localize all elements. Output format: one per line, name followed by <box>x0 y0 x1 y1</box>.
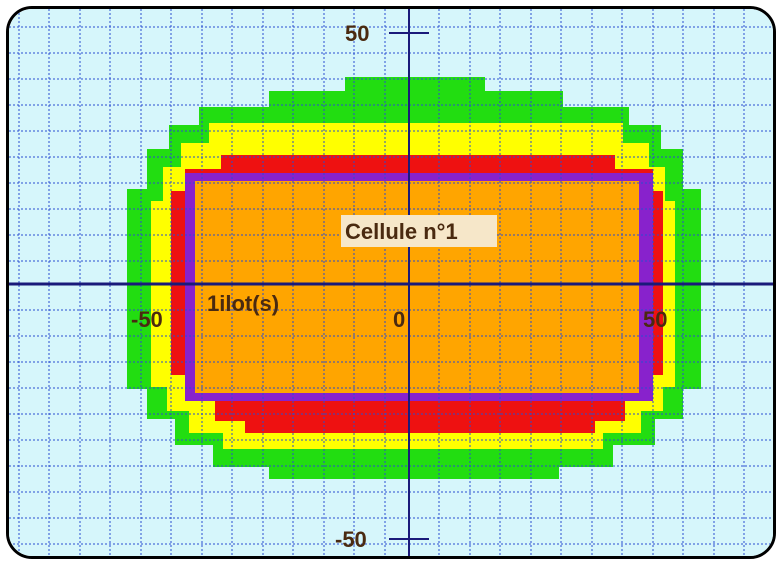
zone-green-seg <box>213 445 613 467</box>
zone-yellow-seg <box>223 433 603 449</box>
plot-frame: 50 -50 -50 0 50 Cellule n°1 1ilot(s) <box>6 6 776 559</box>
zone-green-seg <box>199 107 629 125</box>
y-label-top: 50 <box>345 21 369 46</box>
x-label-right: 50 <box>643 307 667 332</box>
ilot-label: 1ilot(s) <box>207 291 279 316</box>
zone-red-seg <box>215 399 625 421</box>
zone-green-seg <box>269 91 563 107</box>
zone-green-seg <box>269 467 559 479</box>
cell-orange <box>195 181 639 393</box>
y-label-bottom: -50 <box>335 527 367 552</box>
zone-green-seg <box>345 77 485 91</box>
x-label-left: -50 <box>131 307 163 332</box>
zone-yellow-seg <box>209 123 623 143</box>
zone-red-seg <box>221 155 615 169</box>
thermal-zone-plot: 50 -50 -50 0 50 Cellule n°1 1ilot(s) <box>9 9 773 556</box>
zone-red-seg <box>245 421 595 433</box>
cell-label-bg <box>341 215 497 247</box>
x-label-center: 0 <box>393 307 405 332</box>
cell-label: Cellule n°1 <box>345 219 458 244</box>
